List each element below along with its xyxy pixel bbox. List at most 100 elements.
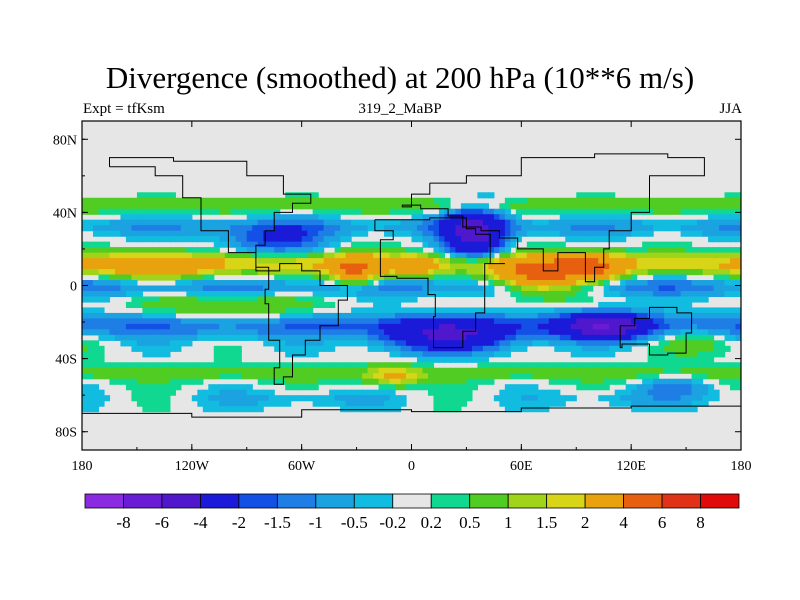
y-tick-label: 80N [53,133,77,148]
field-cell [411,329,418,336]
field-cell [164,351,171,358]
field-cell [642,378,649,385]
field-cell [257,230,264,237]
field-cell [708,373,715,380]
field-cell [268,367,275,374]
field-cell [460,252,468,259]
field-cell [164,192,171,199]
field-cell [219,362,226,369]
field-cell [708,252,715,259]
colorbar-swatch [623,493,663,509]
field-cell [521,296,528,303]
field-cell [114,373,122,380]
field-cell [713,362,720,369]
field-cell [329,334,336,341]
field-cell [378,296,385,303]
field-cell [103,274,111,281]
field-cell [422,274,429,281]
field-cell [312,323,319,330]
field-cell [543,241,550,248]
field-cell [609,323,616,330]
field-cell [131,395,138,402]
field-cell [169,296,176,303]
field-cell [257,236,264,243]
field-cell [329,258,336,265]
field-cell [433,395,440,402]
field-cell [274,378,281,385]
field-cell [98,395,105,402]
field-cell [587,329,594,336]
field-cell [521,312,528,319]
field-cell [510,318,517,325]
field-cell [537,274,544,281]
field-cell [438,280,446,287]
field-cell [400,323,407,330]
field-cell [482,274,489,281]
field-cell [598,214,605,221]
field-cell [686,285,693,292]
field-cell [697,296,704,303]
field-cell [87,395,94,402]
field-cell [614,395,621,402]
field-cell [279,395,286,402]
field-cell [554,203,561,210]
field-cell [301,236,308,243]
field-cell [268,318,275,325]
field-cell [510,406,517,413]
field-cell [686,290,693,298]
field-cell [356,318,363,325]
field-cell [620,263,627,270]
field-cell [680,241,687,248]
field-cell [653,378,660,385]
field-cell [158,236,165,243]
field-cell [603,384,610,391]
field-cell [631,280,638,287]
field-cell [565,362,572,369]
field-cell [433,274,440,281]
field-cell [697,378,704,385]
field-cell [180,214,187,221]
field-cell [471,247,478,254]
field-cell [466,230,473,237]
field-cell [603,280,610,287]
field-cell [268,395,275,402]
field-cell [724,274,731,281]
field-cell [477,214,484,221]
field-cell [296,241,303,248]
field-cell [406,247,413,254]
field-cell [422,356,429,363]
field-cell [389,197,396,204]
field-cell [570,230,577,237]
field-cell [186,290,193,298]
field-cell [444,334,451,341]
field-cell [488,378,495,385]
field-cell [526,263,533,270]
field-cell [460,263,468,270]
field-cell [730,290,737,298]
field-cell [197,296,204,303]
field-cell [576,280,583,287]
field-cell [510,400,517,407]
field-cell [570,274,577,281]
field-cell [373,378,380,385]
field-cell [702,340,709,347]
field-cell [208,362,215,369]
field-cell [153,395,160,402]
field-cell [153,384,160,391]
field-cell [98,345,105,352]
field-cell [279,247,286,254]
field-cell [285,263,292,270]
field-cell [460,378,468,385]
field-cell [576,367,583,374]
field-cell [252,241,259,248]
field-cell [373,406,380,413]
field-cell [340,208,347,215]
field-cell [197,258,204,265]
field-cell [307,203,314,210]
field-cell [191,307,198,314]
field-cell [384,197,391,204]
field-cell [603,362,610,369]
field-cell [131,274,138,281]
field-cell [131,384,138,391]
field-cell [636,285,643,292]
